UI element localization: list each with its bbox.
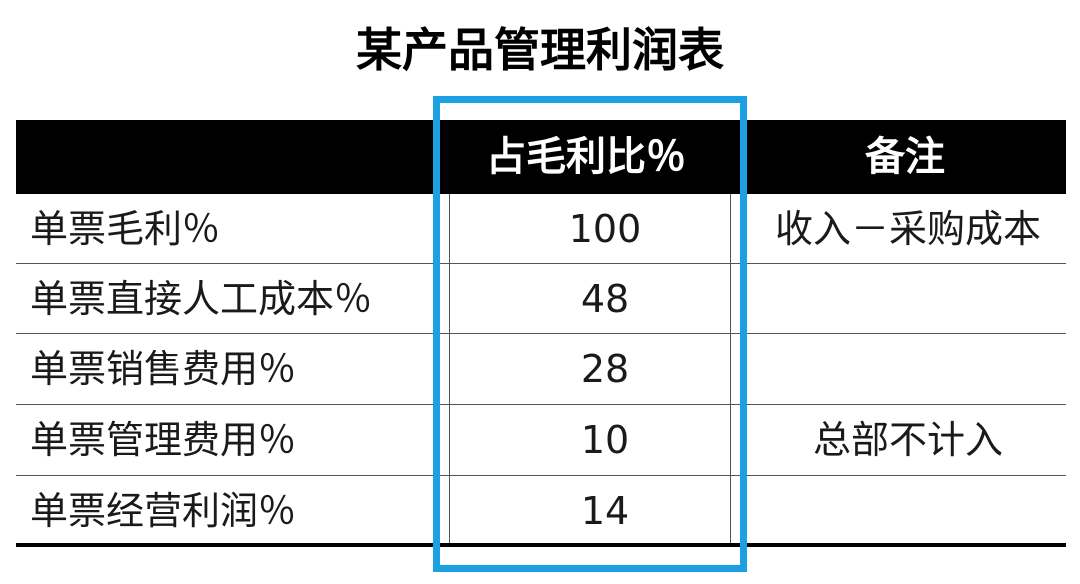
column-divider: [449, 194, 450, 543]
row-note: [750, 264, 1066, 334]
row-value: 14: [580, 489, 630, 533]
row-divider: [16, 404, 1066, 405]
table-row: 单票经营利润％ 14: [16, 476, 1066, 546]
row-label: 单票管理费用％: [30, 418, 297, 462]
row-value: 48: [580, 277, 630, 321]
row-note: 总部不计入: [812, 418, 1003, 462]
row-value: 100: [568, 207, 642, 251]
column-divider: [730, 194, 731, 543]
row-note: 收入－采购成本: [774, 207, 1041, 251]
header-label: [16, 120, 436, 194]
row-note: [750, 334, 1066, 404]
row-divider: [16, 333, 1066, 334]
highlight-frame: [433, 96, 747, 572]
row-value: 10: [580, 418, 630, 462]
table-header: [16, 120, 1066, 194]
header-value: 占毛利比％: [486, 134, 686, 180]
row-label: 单票直接人工成本％: [30, 277, 373, 321]
row-label: 单票销售费用％: [30, 347, 297, 391]
table-row: 单票销售费用％ 28: [16, 334, 1066, 404]
row-label: 单票经营利润％: [30, 489, 297, 533]
table-row: 单票管理费用％ 10 总部不计入: [16, 405, 1066, 475]
table-row: 单票直接人工成本％ 48: [16, 264, 1066, 334]
table-row: 单票毛利％ 100 收入－采购成本: [16, 194, 1066, 264]
row-note: [750, 476, 1066, 546]
row-label: 单票毛利％: [30, 207, 221, 251]
table-title: 某产品管理利润表: [356, 23, 724, 77]
header-note: 备注: [865, 134, 945, 180]
row-divider: [16, 475, 1066, 476]
row-divider: [16, 263, 1066, 264]
row-value: 28: [580, 347, 630, 391]
table-bottom-rule: [16, 543, 1066, 547]
